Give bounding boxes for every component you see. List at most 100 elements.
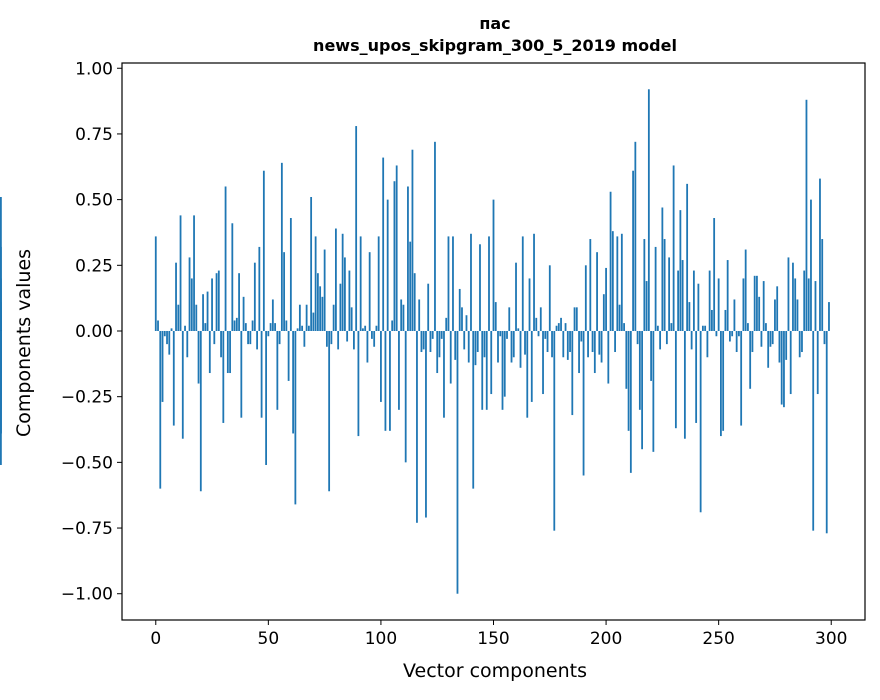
y-tick-label: 0.50 [75,191,113,211]
bar [375,325,378,331]
bar [240,330,243,418]
bar [287,330,290,381]
bar [244,323,247,331]
bar [161,330,164,402]
bar [722,330,725,431]
bar [310,196,313,331]
bar [600,330,603,363]
bar [490,330,493,395]
bar [580,330,583,342]
bar [587,330,589,358]
bar [659,330,662,350]
bar [652,330,655,452]
bar [643,239,646,331]
bar [582,330,585,476]
bar [418,299,421,331]
bar [181,330,184,439]
chart-subtitle: news_upos_skipgram_300_5_2019 model [313,36,677,55]
bar [548,265,551,331]
bar [774,299,776,331]
bar [395,165,398,331]
bar [454,330,457,360]
bar [544,330,547,339]
bar [380,330,382,402]
x-tick-label: 300 [815,629,847,649]
bar [521,236,524,331]
y-tick-label: 1.00 [75,59,113,79]
bar [823,330,826,345]
bars-group [0,89,830,594]
bar [654,246,657,331]
bar [393,181,396,331]
bar [319,286,322,331]
bar [404,330,407,463]
bar [609,191,612,331]
bar [497,330,499,363]
bar [794,278,797,331]
bar [314,236,317,331]
bar [429,330,432,353]
x-tick-label: 100 [365,629,397,649]
bar [229,330,231,374]
bar [366,330,369,363]
bar [539,307,542,331]
bar [692,270,695,331]
bar [542,330,544,395]
bar [778,330,781,363]
bar [584,265,587,331]
bar [738,330,740,337]
bar [670,323,673,331]
bar [710,309,713,331]
bar [492,199,495,331]
bar [197,330,200,384]
bar [632,170,634,331]
bar [767,330,770,368]
bar [166,330,168,345]
bar [0,302,2,331]
bar [179,215,182,331]
bar [296,328,299,331]
bar [328,330,331,492]
bar [560,317,562,331]
y-axis-label: Components values [13,249,35,437]
bar [623,323,625,331]
bar [425,330,427,518]
bar [537,330,540,337]
bar [629,330,632,473]
bar [647,89,650,331]
bar [796,299,799,331]
bar [177,304,180,331]
bar [828,302,830,331]
bar [638,330,641,410]
bar [235,317,238,331]
bar [742,278,745,331]
bar [765,323,767,331]
bar [312,312,315,331]
bar [267,330,270,337]
bar [783,330,785,408]
bar [607,330,610,384]
bar [481,330,484,410]
bar [729,330,731,342]
bar [596,252,598,331]
bar [258,246,261,331]
bar [184,325,186,331]
bar [656,325,659,331]
bar [485,330,488,410]
bar [512,330,515,358]
bar [276,330,279,410]
bar [517,328,520,331]
bar [440,330,443,339]
bar [247,330,249,345]
bar [353,330,355,350]
bar [233,320,236,331]
bar [226,330,229,374]
bar [661,207,664,331]
bar [211,278,213,331]
bar [483,330,486,358]
bar [463,330,466,350]
bar [325,330,328,347]
bar [465,315,468,331]
bar [546,330,549,353]
